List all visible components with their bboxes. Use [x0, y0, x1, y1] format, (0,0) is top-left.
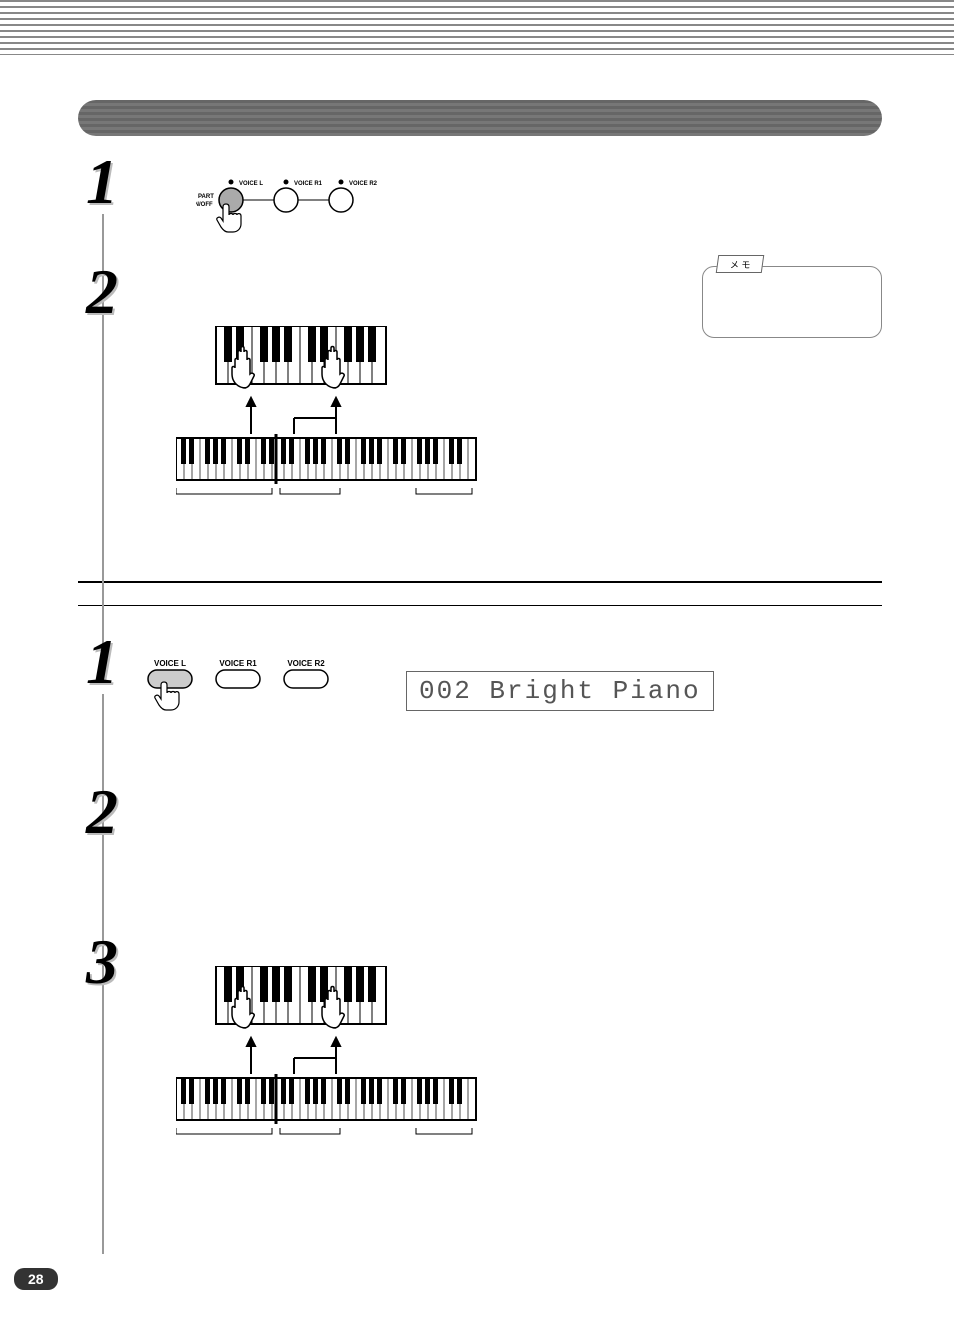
step-row: 2 メ モ: [78, 266, 882, 551]
label-onoff: ON/OFF: [196, 202, 213, 208]
step-body: [126, 786, 882, 916]
step-row: 3: [78, 936, 882, 1196]
step-row: 1 VOICE L VOICE R1 VOICE R2: [78, 156, 882, 246]
step-number: 2: [78, 786, 126, 916]
lcd-display: 002 Bright Piano: [406, 671, 714, 711]
top-stripe-pattern: [0, 0, 954, 55]
label-voice-r2: VOICE R2: [287, 659, 325, 668]
step-body: メ モ: [126, 266, 882, 551]
step-body: VOICE L VOICE R1 VOICE R2 PART ON/OFF: [126, 156, 882, 246]
memo-box: メ モ: [702, 266, 882, 338]
voice-select-l-button[interactable]: [148, 670, 192, 688]
section-header-bar: [78, 100, 882, 136]
step-number: 1: [78, 156, 126, 246]
voice-select-r2-button[interactable]: [284, 670, 328, 688]
label-voice-l: VOICE L: [154, 659, 186, 668]
page-number-pill: 28: [14, 1268, 58, 1290]
memo-tab: メ モ: [716, 255, 765, 273]
step-body: [126, 936, 882, 1196]
keyboard-split-diagram: [176, 326, 882, 551]
label-voice-r1: VOICE R1: [219, 659, 257, 668]
page-content: 1 VOICE L VOICE R1 VOICE R2: [78, 100, 882, 1216]
label-voice-r2: VOICE R2: [349, 181, 378, 187]
section-b-steps: 1 VOICE L VOICE R1 VOICE R2: [78, 636, 882, 1196]
step-body: VOICE L VOICE R1 VOICE R2 002 Bright Pia…: [126, 636, 882, 766]
part-button-voice-r2[interactable]: [329, 188, 353, 212]
section-divider: [78, 581, 882, 606]
keyboard-split-diagram: [176, 966, 882, 1181]
label-voice-r1: VOICE R1: [294, 181, 323, 187]
step-number: 2: [78, 266, 126, 551]
step-row: 1 VOICE L VOICE R1 VOICE R2: [78, 636, 882, 766]
label-part: PART: [198, 194, 214, 200]
step-number: 3: [78, 936, 126, 1196]
section-a-steps: 1 VOICE L VOICE R1 VOICE R2: [78, 156, 882, 551]
part-button-voice-r1[interactable]: [274, 188, 298, 212]
step-number: 1: [78, 636, 126, 766]
voice-select-r1-button[interactable]: [216, 670, 260, 688]
part-onoff-panel: VOICE L VOICE R1 VOICE R2 PART ON/OFF: [196, 176, 882, 246]
step-row: 2: [78, 786, 882, 916]
voice-select-row: VOICE L VOICE R1 VOICE R2 002 Bright Pia…: [146, 656, 882, 726]
label-voice-l: VOICE L: [239, 181, 263, 187]
